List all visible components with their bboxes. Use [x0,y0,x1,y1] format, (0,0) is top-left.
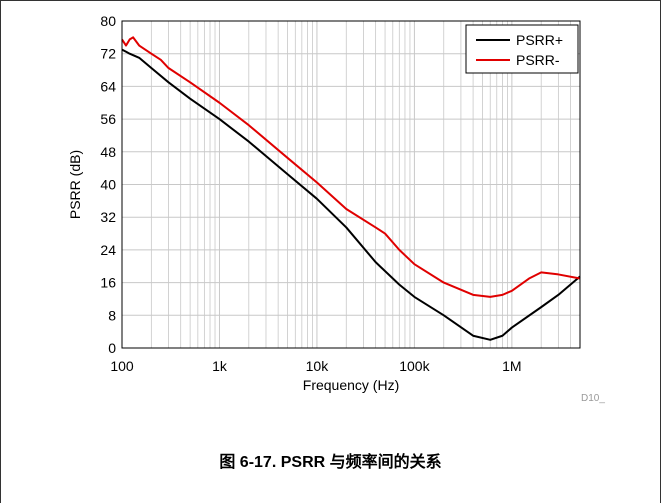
x-tick-label: 10k [306,358,330,374]
legend-label-psrr-minus: PSRR- [516,52,560,68]
y-tick-label: 64 [100,78,116,94]
figure-caption: 图 6-17. PSRR 与频率间的关系 [219,454,442,471]
y-tick-label: 32 [100,209,116,225]
series-layer [121,36,581,341]
y-tick-label: 8 [108,307,116,323]
y-tick-label: 72 [100,46,116,62]
legend-box [465,24,579,74]
y-tick-label: 80 [100,13,116,29]
y-tick-label: 48 [100,144,116,160]
y-tick-label: 0 [108,340,116,356]
frame-left-border [0,0,1,503]
legend-label-psrr-plus: PSRR+ [516,32,563,48]
x-axis-title: Frequency (Hz) [303,377,399,393]
series-line-psrr-minus [121,36,581,298]
x-tick-label: 1k [212,358,228,374]
x-tick-label: 100k [399,358,430,374]
y-tick-label: 40 [100,177,116,193]
tick-labels: 100 1k 10k 100k 1M 0 8 16 24 32 40 48 56 64 72 80 [100,13,521,374]
grid [121,20,581,349]
figure-id: D10_ [581,393,605,404]
x-tick-label: 1M [502,358,521,374]
frame-right-border [660,0,661,503]
frame-top-border [0,0,661,1]
x-tick-label: 100 [110,358,134,374]
plot-area-frame [121,20,581,349]
series-line-psrr-plus [121,48,581,341]
y-tick-label: 16 [100,275,116,291]
y-axis-title: PSRR (dB) [67,150,83,219]
psrr-chart: 100 1k 10k 100k 1M 0 8 16 24 32 40 48 56 64 72 80 Frequ… [67,13,605,404]
y-tick-label: 56 [100,111,116,127]
legend: PSRR+ PSRR- [465,24,579,74]
y-tick-label: 24 [100,242,116,258]
